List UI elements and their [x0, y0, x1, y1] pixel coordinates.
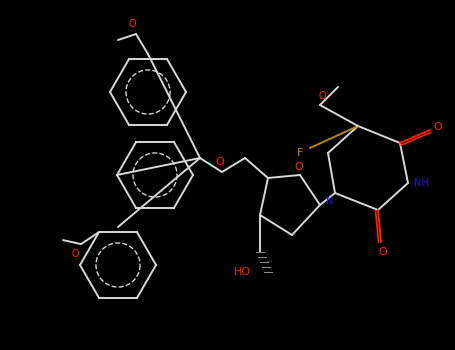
- Text: N: N: [326, 196, 334, 206]
- Text: HO: HO: [233, 267, 251, 277]
- Text: O: O: [318, 91, 326, 101]
- Text: NH: NH: [414, 178, 428, 188]
- Text: O: O: [128, 19, 136, 29]
- Text: O: O: [295, 162, 303, 172]
- Text: O: O: [71, 249, 79, 259]
- Text: ···: ···: [267, 259, 273, 265]
- Text: O: O: [434, 122, 442, 132]
- Text: O: O: [216, 157, 224, 167]
- Text: O: O: [379, 247, 387, 257]
- Text: F: F: [297, 148, 303, 158]
